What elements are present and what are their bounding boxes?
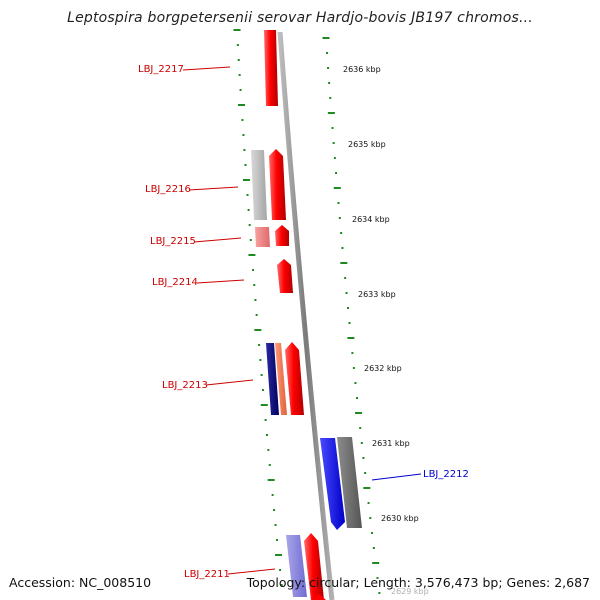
leader-line bbox=[227, 568, 276, 575]
kbp-label: 2634 kbp bbox=[352, 215, 390, 224]
gene-lbj-2213-navy-box[interactable] bbox=[266, 343, 279, 415]
leader-line bbox=[193, 237, 242, 243]
kbp-label: 2630 kbp bbox=[381, 514, 419, 523]
gene-label-lbj-2212[interactable]: LBJ_2212 bbox=[423, 469, 469, 480]
scale-labels: 2636 kbp 2635 kbp 2634 kbp 2633 kbp 2632… bbox=[343, 65, 429, 596]
leader-line bbox=[196, 279, 245, 284]
gene-lbj-2216-grey-box[interactable] bbox=[251, 150, 267, 220]
map-title: Leptospira borgpetersenii serovar Hardjo… bbox=[67, 10, 533, 26]
gene-lbj-2213-salmon-box[interactable] bbox=[275, 343, 287, 415]
leader-line bbox=[188, 186, 239, 191]
gene-label-lbj-2217[interactable]: LBJ_2217 bbox=[138, 64, 184, 75]
kbp-label: 2633 kbp bbox=[358, 290, 396, 299]
gene-lbj-2211-lavender-box[interactable] bbox=[286, 535, 307, 597]
kbp-label: 2636 kbp bbox=[343, 65, 381, 74]
leader-line bbox=[371, 473, 422, 481]
gene-labels: LBJ_2217 LBJ_2216 LBJ_2215 LBJ_2214 LBJ_… bbox=[138, 64, 469, 580]
outer-tick-ring bbox=[322, 37, 381, 594]
gene-lbj-2213-arrow[interactable] bbox=[285, 342, 304, 415]
chromosome-backbone bbox=[277, 31, 335, 600]
gene-lbj-2215-pink-box[interactable] bbox=[255, 227, 270, 247]
gene-lbj-2217-arrow[interactable] bbox=[264, 30, 278, 106]
gene-label-lbj-2211[interactable]: LBJ_2211 bbox=[184, 569, 230, 580]
gene-lbj-2212-grey-box[interactable] bbox=[337, 437, 362, 528]
leader-line bbox=[205, 379, 254, 386]
gene-label-lbj-2214[interactable]: LBJ_2214 bbox=[152, 277, 198, 288]
inner-tick-ring bbox=[233, 29, 283, 586]
gene-lbj-2211-arrow[interactable] bbox=[304, 533, 324, 600]
genome-summary-text: Topology: circular; Length: 3,576,473 bp… bbox=[246, 575, 590, 590]
gene-lbj-2212-blue-arrow[interactable] bbox=[320, 438, 345, 530]
gene-features bbox=[251, 30, 362, 600]
gene-lbj-2214-arrow[interactable] bbox=[277, 259, 293, 293]
gene-label-lbj-2213[interactable]: LBJ_2213 bbox=[162, 380, 208, 391]
kbp-label: 2635 kbp bbox=[348, 140, 386, 149]
kbp-label: 2631 kbp bbox=[372, 439, 410, 448]
kbp-label: 2629 kbp bbox=[391, 587, 429, 596]
leader-line bbox=[182, 66, 231, 71]
gene-label-lbj-2215[interactable]: LBJ_2215 bbox=[150, 236, 196, 247]
gene-lbj-2216-arrow[interactable] bbox=[269, 149, 286, 220]
kbp-label: 2632 kbp bbox=[364, 364, 402, 373]
gene-label-lbj-2216[interactable]: LBJ_2216 bbox=[145, 184, 191, 195]
accession-text: Accession: NC_008510 bbox=[9, 575, 152, 590]
gene-lbj-2215-arrow[interactable] bbox=[275, 225, 289, 246]
gene-extra-arrow-bottom[interactable] bbox=[312, 594, 326, 600]
